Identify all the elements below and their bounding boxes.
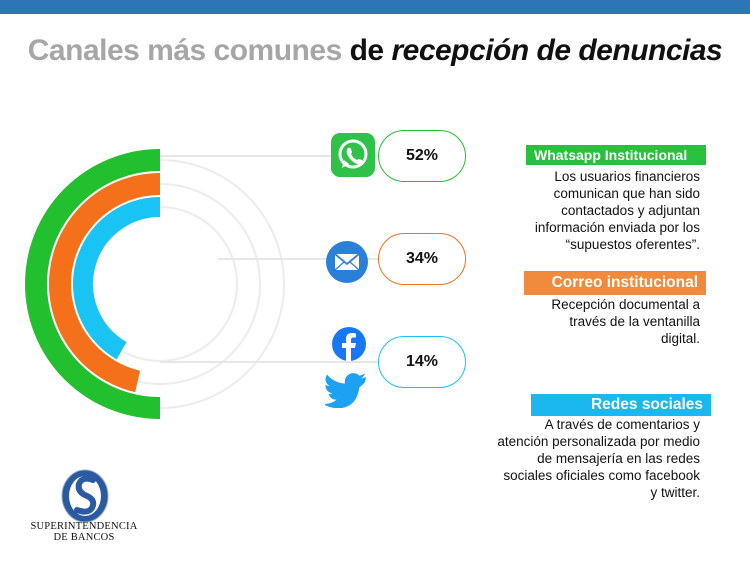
value-label-whatsapp: 52% bbox=[405, 147, 439, 164]
channel-banner-redes: Redes sociales bbox=[531, 394, 711, 416]
radial-bar-whatsapp bbox=[25, 149, 161, 419]
description-line: y twitter. bbox=[650, 485, 700, 500]
radial-bar-correo bbox=[49, 173, 161, 393]
channel-description-redes: A través de comentarios y atención perso… bbox=[497, 416, 700, 501]
page-title: Canales más comunes de recepción de denu… bbox=[0, 34, 750, 68]
description-line: contactados y adjuntan bbox=[561, 203, 700, 218]
percent-box-whatsapp: 52% bbox=[378, 130, 466, 182]
title-part-2: de bbox=[349, 34, 385, 67]
description-line: través de la ventanilla bbox=[569, 314, 700, 329]
logo-text: SUPERINTENDENCIA DE BANCOS bbox=[24, 521, 144, 543]
channel-banner-correo: Correo institucional bbox=[524, 271, 706, 295]
value-label-redes: 14% bbox=[405, 353, 439, 370]
email-icon bbox=[326, 241, 368, 283]
description-line: sociales oficiales como facebook bbox=[503, 468, 700, 483]
title-part-3: recepción de denuncias bbox=[391, 34, 723, 67]
description-line: “supuestos oferentes”. bbox=[565, 237, 700, 252]
channel-description-whatsapp: Los usuarios financieros comunican que h… bbox=[535, 168, 700, 253]
facebook-icon bbox=[332, 327, 366, 361]
description-line: atención personalizada por medio bbox=[497, 434, 700, 449]
description-line: comunican que han sido bbox=[553, 186, 700, 201]
superintendencia-logo bbox=[61, 469, 109, 523]
description-line: información enviada por los bbox=[534, 220, 700, 235]
value-label-correo: 34% bbox=[405, 250, 439, 267]
title-part-1: Canales más comunes bbox=[27, 34, 342, 67]
description-line: digital. bbox=[660, 331, 700, 346]
description-line: Los usuarios financieros bbox=[554, 169, 700, 184]
whatsapp-icon bbox=[331, 133, 375, 177]
twitter-icon bbox=[325, 373, 366, 408]
channel-description-correo: Recepción documental a través de la vent… bbox=[551, 296, 700, 347]
description-line: de mensajería en las redes bbox=[537, 451, 700, 466]
logo-text-line-2: DE BANCOS bbox=[53, 532, 115, 543]
description-line: Recepción documental a bbox=[551, 297, 700, 312]
top-bar bbox=[0, 0, 750, 14]
channel-banner-whatsapp: Whatsapp Institucional bbox=[526, 145, 706, 165]
percent-box-correo: 34% bbox=[378, 233, 466, 285]
percent-box-redes: 14% bbox=[378, 336, 466, 388]
description-line: A través de comentarios y bbox=[544, 417, 700, 432]
logo-text-line-1: SUPERINTENDENCIA bbox=[30, 521, 138, 532]
radial-bar-redes bbox=[73, 197, 161, 360]
